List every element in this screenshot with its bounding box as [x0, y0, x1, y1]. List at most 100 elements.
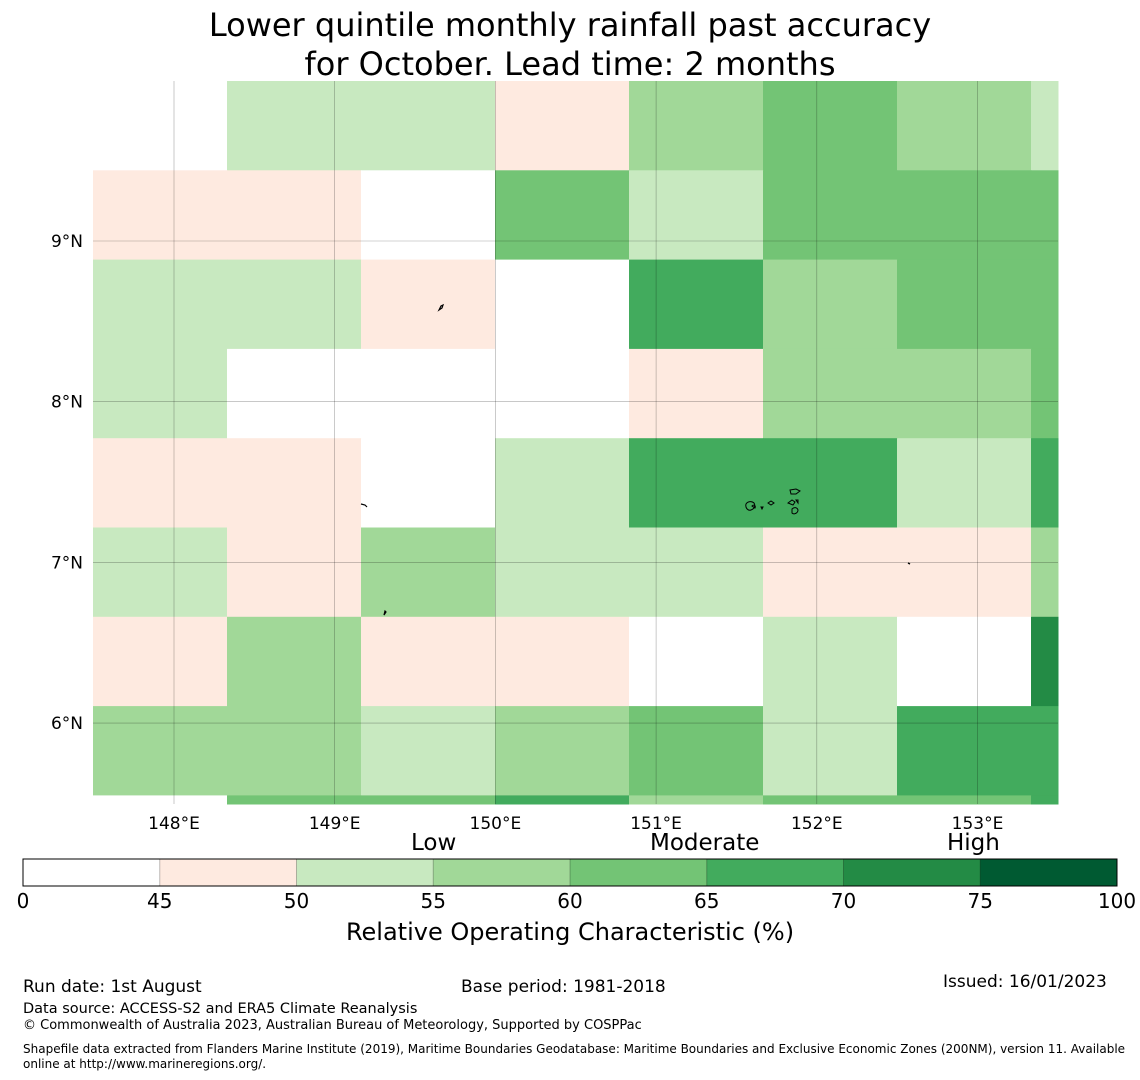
grid-cell — [763, 170, 898, 261]
grid-cell — [897, 527, 1032, 618]
colorbar — [22, 858, 1118, 887]
grid-cell — [93, 706, 228, 796]
island-outline — [437, 303, 445, 312]
colorbar-segment — [433, 859, 571, 886]
grid-cell — [495, 616, 630, 707]
grid-cell — [629, 170, 764, 261]
grid-cell — [361, 170, 496, 261]
colorbar-tick-label: 55 — [420, 889, 446, 913]
grid-cell — [227, 438, 362, 528]
colorbar-category-moderate: Moderate — [650, 830, 760, 856]
longitude-tick-label: 152°E — [791, 814, 843, 834]
copyright-notice: © Commonwealth of Australia 2023, Austra… — [23, 1018, 642, 1033]
longitude-tick-label: 149°E — [309, 814, 361, 834]
island-outline — [760, 500, 775, 511]
grid-cell — [763, 795, 898, 805]
grid-cell — [763, 348, 898, 439]
grid-cell — [361, 438, 496, 528]
grid-cell — [361, 527, 496, 618]
grid-cell — [495, 81, 630, 171]
grid-cell — [495, 706, 630, 796]
base-period: Base period: 1981-2018 — [461, 977, 666, 997]
grid-cell — [1031, 259, 1059, 350]
grid-cell — [629, 348, 764, 439]
grid-cell — [897, 706, 1032, 796]
grid-cell — [361, 795, 496, 805]
grid-cell — [227, 81, 362, 171]
grid-cell — [897, 170, 1032, 261]
colorbar-category-low: Low — [411, 830, 457, 856]
grid-cell — [227, 348, 362, 439]
colorbar-segment — [570, 859, 708, 886]
grid-cell — [1031, 170, 1059, 261]
issued-date: Issued: 16/01/2023 — [943, 972, 1107, 992]
colorbar-segment — [23, 859, 161, 886]
map-title-line-2: for October. Lead time: 2 months — [304, 45, 836, 83]
grid-cell — [897, 259, 1032, 350]
grid-cell — [763, 438, 898, 528]
coastlines — [360, 303, 911, 616]
longitude-axis: 148°E 149°E 150°E 151°E 152°E 153°E — [148, 814, 1003, 834]
grid-cell — [897, 438, 1032, 528]
grid-cell — [227, 706, 362, 796]
grid-cell — [227, 795, 362, 805]
grid-cell — [1031, 706, 1059, 796]
grid-cell — [629, 795, 764, 805]
grid-cell — [897, 616, 1032, 707]
colorbar-segment — [706, 859, 844, 886]
run-date: Run date: 1st August — [23, 977, 202, 997]
colorbar-outline — [22, 858, 1118, 887]
longitude-tick-label: 148°E — [148, 814, 200, 834]
grid-cell — [93, 616, 228, 707]
shapefile-credit: Shapefile data extracted from Flanders M… — [23, 1042, 1126, 1071]
colorbar-segment — [296, 859, 434, 886]
colorbar-tick-label: 100 — [1097, 889, 1137, 913]
grid-cells — [93, 81, 1059, 805]
latitude-tick-label: 6°N — [51, 714, 83, 734]
grid-cell — [227, 170, 362, 261]
longitude-tick-label: 151°E — [630, 814, 682, 834]
graticule — [93, 81, 1058, 804]
island-outline — [907, 562, 911, 565]
grid-cell — [1031, 527, 1059, 618]
grid-cell — [897, 795, 1032, 805]
grid-cell — [495, 438, 630, 528]
colorbar-tick-label: 50 — [283, 889, 310, 913]
grid-cell — [93, 170, 228, 261]
grid-cell — [897, 348, 1032, 439]
map-figure: 148°E 149°E 150°E 151°E 152°E 153°E 9°N 8°N 7°N… — [22, 81, 1118, 887]
latitude-axis: 9°N 8°N 7°N 6°N — [51, 232, 83, 734]
grid-cell — [495, 348, 630, 439]
colorbar-segment — [159, 859, 297, 886]
grid-cell — [1031, 795, 1059, 805]
colorbar-segment — [980, 859, 1118, 886]
grid-cell — [361, 259, 496, 350]
grid-cell — [897, 81, 1032, 171]
grid-cell — [227, 616, 362, 707]
grid-cell — [93, 527, 228, 618]
colorbar-segment — [843, 859, 981, 886]
grid-cell — [495, 527, 630, 618]
grid-cell — [495, 259, 630, 350]
colorbar-tick-label: 75 — [967, 889, 993, 913]
island-outline — [360, 503, 368, 508]
grid-cell — [1031, 348, 1059, 439]
grid-cell — [227, 527, 362, 618]
grid-cell — [1031, 81, 1059, 171]
island-outline — [745, 501, 756, 511]
grid-cell — [361, 706, 496, 796]
grid-cell — [361, 616, 496, 707]
latitude-tick-label: 8°N — [51, 393, 83, 413]
colorbar-category-high: High — [947, 830, 1000, 856]
data-source: Data source: ACCESS-S2 and ERA5 Climate … — [23, 1001, 418, 1017]
grid-cell — [629, 438, 764, 528]
colorbar-tick-label: 0 — [16, 889, 30, 913]
grid-cell — [763, 616, 898, 707]
grid-cell — [629, 706, 764, 796]
grid-cell — [1031, 438, 1059, 528]
longitude-tick-label: 150°E — [470, 814, 522, 834]
grid-cell — [1031, 616, 1059, 707]
grid-cell — [361, 348, 496, 439]
grid-cell — [763, 527, 898, 618]
grid-cell — [629, 259, 764, 350]
